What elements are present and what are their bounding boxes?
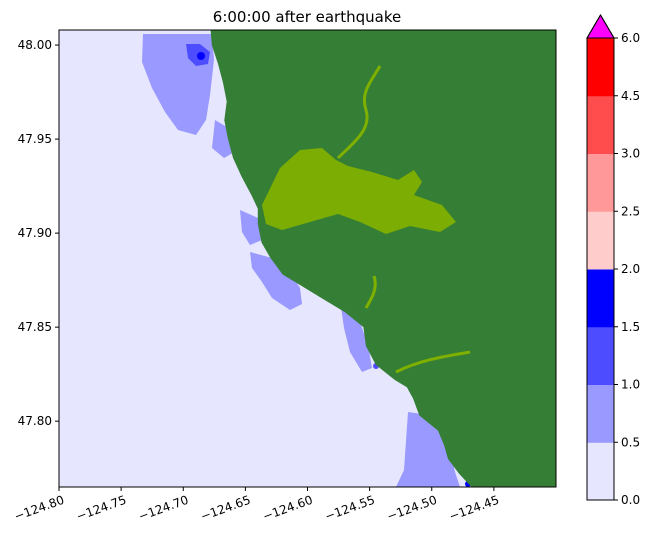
y-tick-label: 47.90 — [18, 226, 52, 240]
plot-area — [59, 30, 556, 487]
colorbar-bands — [587, 38, 614, 501]
colorbar-tick-label: 4.5 — [621, 89, 640, 103]
colorbar-tick-label: 2.0 — [621, 262, 640, 276]
wave-height-spots — [186, 44, 471, 487]
wave-patch — [340, 300, 372, 372]
colorbar-tick-label: 0.0 — [621, 493, 640, 507]
colorbar-extend-arrow — [586, 14, 615, 39]
inundation-zones — [262, 65, 471, 374]
wave-spot — [197, 52, 205, 60]
x-axis: −124.80 −124.75 −124.70 −124.65 −124.60 −124.… — [12, 487, 501, 524]
colorbar-ticks: 0.0 0.5 1.0 1.5 2.0 2.5 3.0 4.5 6.0 — [614, 31, 640, 507]
x-tick-label: −124.65 — [199, 493, 253, 524]
x-tick-label: −124.50 — [385, 493, 439, 524]
colorbar-band — [587, 153, 614, 212]
y-tick-label: 48.00 — [18, 38, 52, 52]
x-tick-label: −124.70 — [137, 493, 191, 524]
x-tick-label: −124.55 — [323, 493, 377, 524]
colorbar-band — [587, 384, 614, 443]
x-tick-label: −124.45 — [447, 493, 501, 524]
x-tick-label: −124.80 — [12, 493, 66, 524]
colorbar-band — [587, 211, 614, 270]
colorbar-tick-label: 6.0 — [621, 31, 640, 45]
colorbar-tick-label: 0.5 — [621, 435, 640, 449]
land — [210, 30, 556, 487]
colorbar-tick-label: 1.0 — [621, 378, 640, 392]
y-tick-label: 47.95 — [18, 132, 52, 146]
colorbar-band — [587, 326, 614, 385]
y-tick-label: 47.80 — [18, 414, 52, 428]
colorbar-band — [587, 38, 614, 97]
colorbar-band — [587, 269, 614, 328]
colorbar-frame — [586, 14, 615, 501]
colorbar-band — [587, 442, 614, 501]
x-tick-label: −124.75 — [74, 493, 128, 524]
colorbar-tick-label: 1.5 — [621, 320, 640, 334]
y-axis: 47.80 47.85 47.90 47.95 48.00 — [18, 38, 59, 428]
inundation-zone — [262, 148, 456, 234]
chart-title: 6:00:00 after earthquake — [213, 8, 401, 26]
x-tick-label: −124.60 — [261, 493, 315, 524]
plot-frame — [58, 29, 557, 488]
wave-patch — [250, 252, 302, 310]
inundation-river — [395, 350, 471, 374]
y-tick-label: 47.85 — [18, 320, 52, 334]
inundation-river — [336, 65, 382, 160]
colorbar-tick-label: 3.0 — [621, 147, 640, 161]
wave-patch — [240, 210, 262, 245]
colorbar-band — [587, 95, 614, 154]
inundation-river — [364, 275, 377, 309]
colorbar: 0.0 0.5 1.0 1.5 2.0 2.5 3.0 4.5 6.0 — [586, 14, 640, 507]
colorbar-tick-label: 2.5 — [621, 204, 640, 218]
